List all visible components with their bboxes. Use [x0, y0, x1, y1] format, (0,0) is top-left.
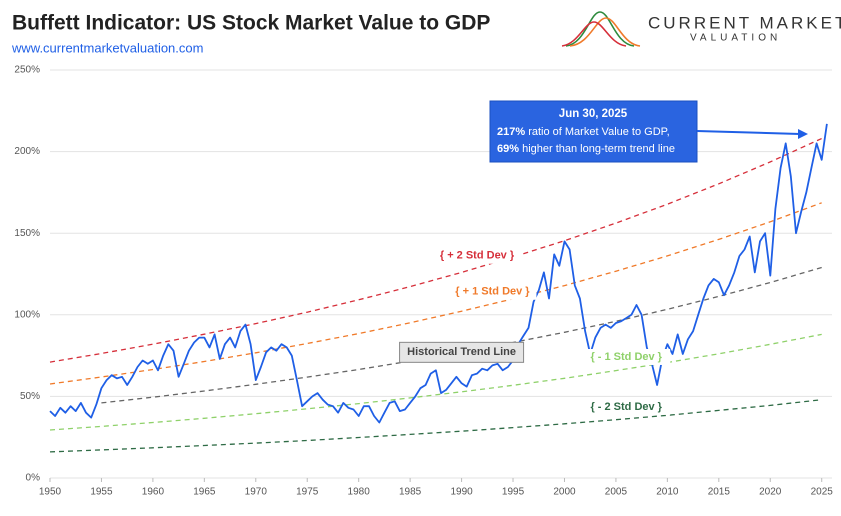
- x-tick-label: 2000: [553, 487, 576, 498]
- trend-line: [49, 333, 822, 431]
- x-tick-label: 2010: [656, 487, 679, 498]
- x-tick-label: 1995: [502, 487, 525, 498]
- x-tick-label: 2005: [605, 487, 628, 498]
- chart-title: Buffett Indicator: US Stock Market Value…: [12, 12, 490, 35]
- data-line: [49, 123, 828, 424]
- y-tick-label: 250%: [14, 65, 40, 76]
- trend-line: [49, 399, 822, 453]
- url: www.currentmarketvaluation.com: [11, 40, 203, 55]
- x-tick-label: 1975: [296, 487, 319, 498]
- x-tick-label: 1970: [245, 487, 268, 498]
- arrow-head: [798, 129, 808, 139]
- y-tick-label: 150%: [14, 228, 40, 239]
- x-tick-label: 1990: [450, 487, 473, 498]
- lines: [49, 123, 828, 453]
- annotation-title: Jun 30, 2025: [559, 108, 628, 120]
- label-bg: [582, 398, 671, 415]
- x-tick-label: 2020: [759, 487, 782, 498]
- annotation-text: higher than long-term trend line: [519, 143, 675, 155]
- y-tick-label: 50%: [20, 391, 40, 402]
- label-bg: [448, 283, 537, 300]
- trend-line: [49, 137, 822, 363]
- annotation-line: 69% higher than long-term trend line: [497, 143, 675, 155]
- annotation-line: 217% ratio of Market Value to GDP,: [497, 126, 670, 138]
- x-tick-label: 1950: [39, 487, 62, 498]
- label-bg: [582, 348, 671, 365]
- annotation-arrow: [696, 130, 801, 135]
- legend-label: { - 2 Std Dev }: [590, 401, 662, 413]
- x-tick-label: 1955: [90, 487, 113, 498]
- grid: 0% 50% 100% 150% 200% 250% 1950 1955 1960 1965 197…: [14, 65, 833, 498]
- x-tick-label: 1960: [142, 487, 165, 498]
- x-tick-label: 2025: [811, 487, 834, 498]
- annotation-bold: 217%: [497, 126, 525, 138]
- y-tick-label: 0%: [26, 473, 41, 484]
- trend-label-box: [399, 341, 525, 363]
- x-tick-label: 1985: [399, 487, 422, 498]
- labels: { - 2 Std Dev } { - 1 Std Dev } Historical…: [399, 247, 671, 415]
- annotation: Jun 30, 2025 217% ratio of Market Value …: [489, 100, 808, 163]
- legend-label: { + 2 Std Dev }: [440, 250, 515, 262]
- legend-label: Historical Trend Line: [407, 346, 516, 358]
- annotation-box: [489, 100, 698, 163]
- logo-text: CURRENT MARKET: [648, 13, 841, 32]
- x-tick-label: 1965: [193, 487, 216, 498]
- legend-label: { - 1 Std Dev }: [590, 351, 662, 363]
- x-tick-label: 2015: [708, 487, 731, 498]
- x-tick-label: 1980: [348, 487, 371, 498]
- logo-subtext: VALUATION: [690, 33, 781, 44]
- annotation-text: ratio of Market Value to GDP,: [525, 126, 670, 138]
- annotation-bold: 69%: [497, 143, 519, 155]
- label-bg: [433, 247, 522, 264]
- trend-line: [49, 202, 822, 385]
- logo-icon: [561, 11, 641, 47]
- legend-label: { + 1 Std Dev }: [455, 286, 530, 298]
- y-tick-label: 200%: [14, 146, 40, 157]
- y-tick-label: 100%: [14, 309, 40, 320]
